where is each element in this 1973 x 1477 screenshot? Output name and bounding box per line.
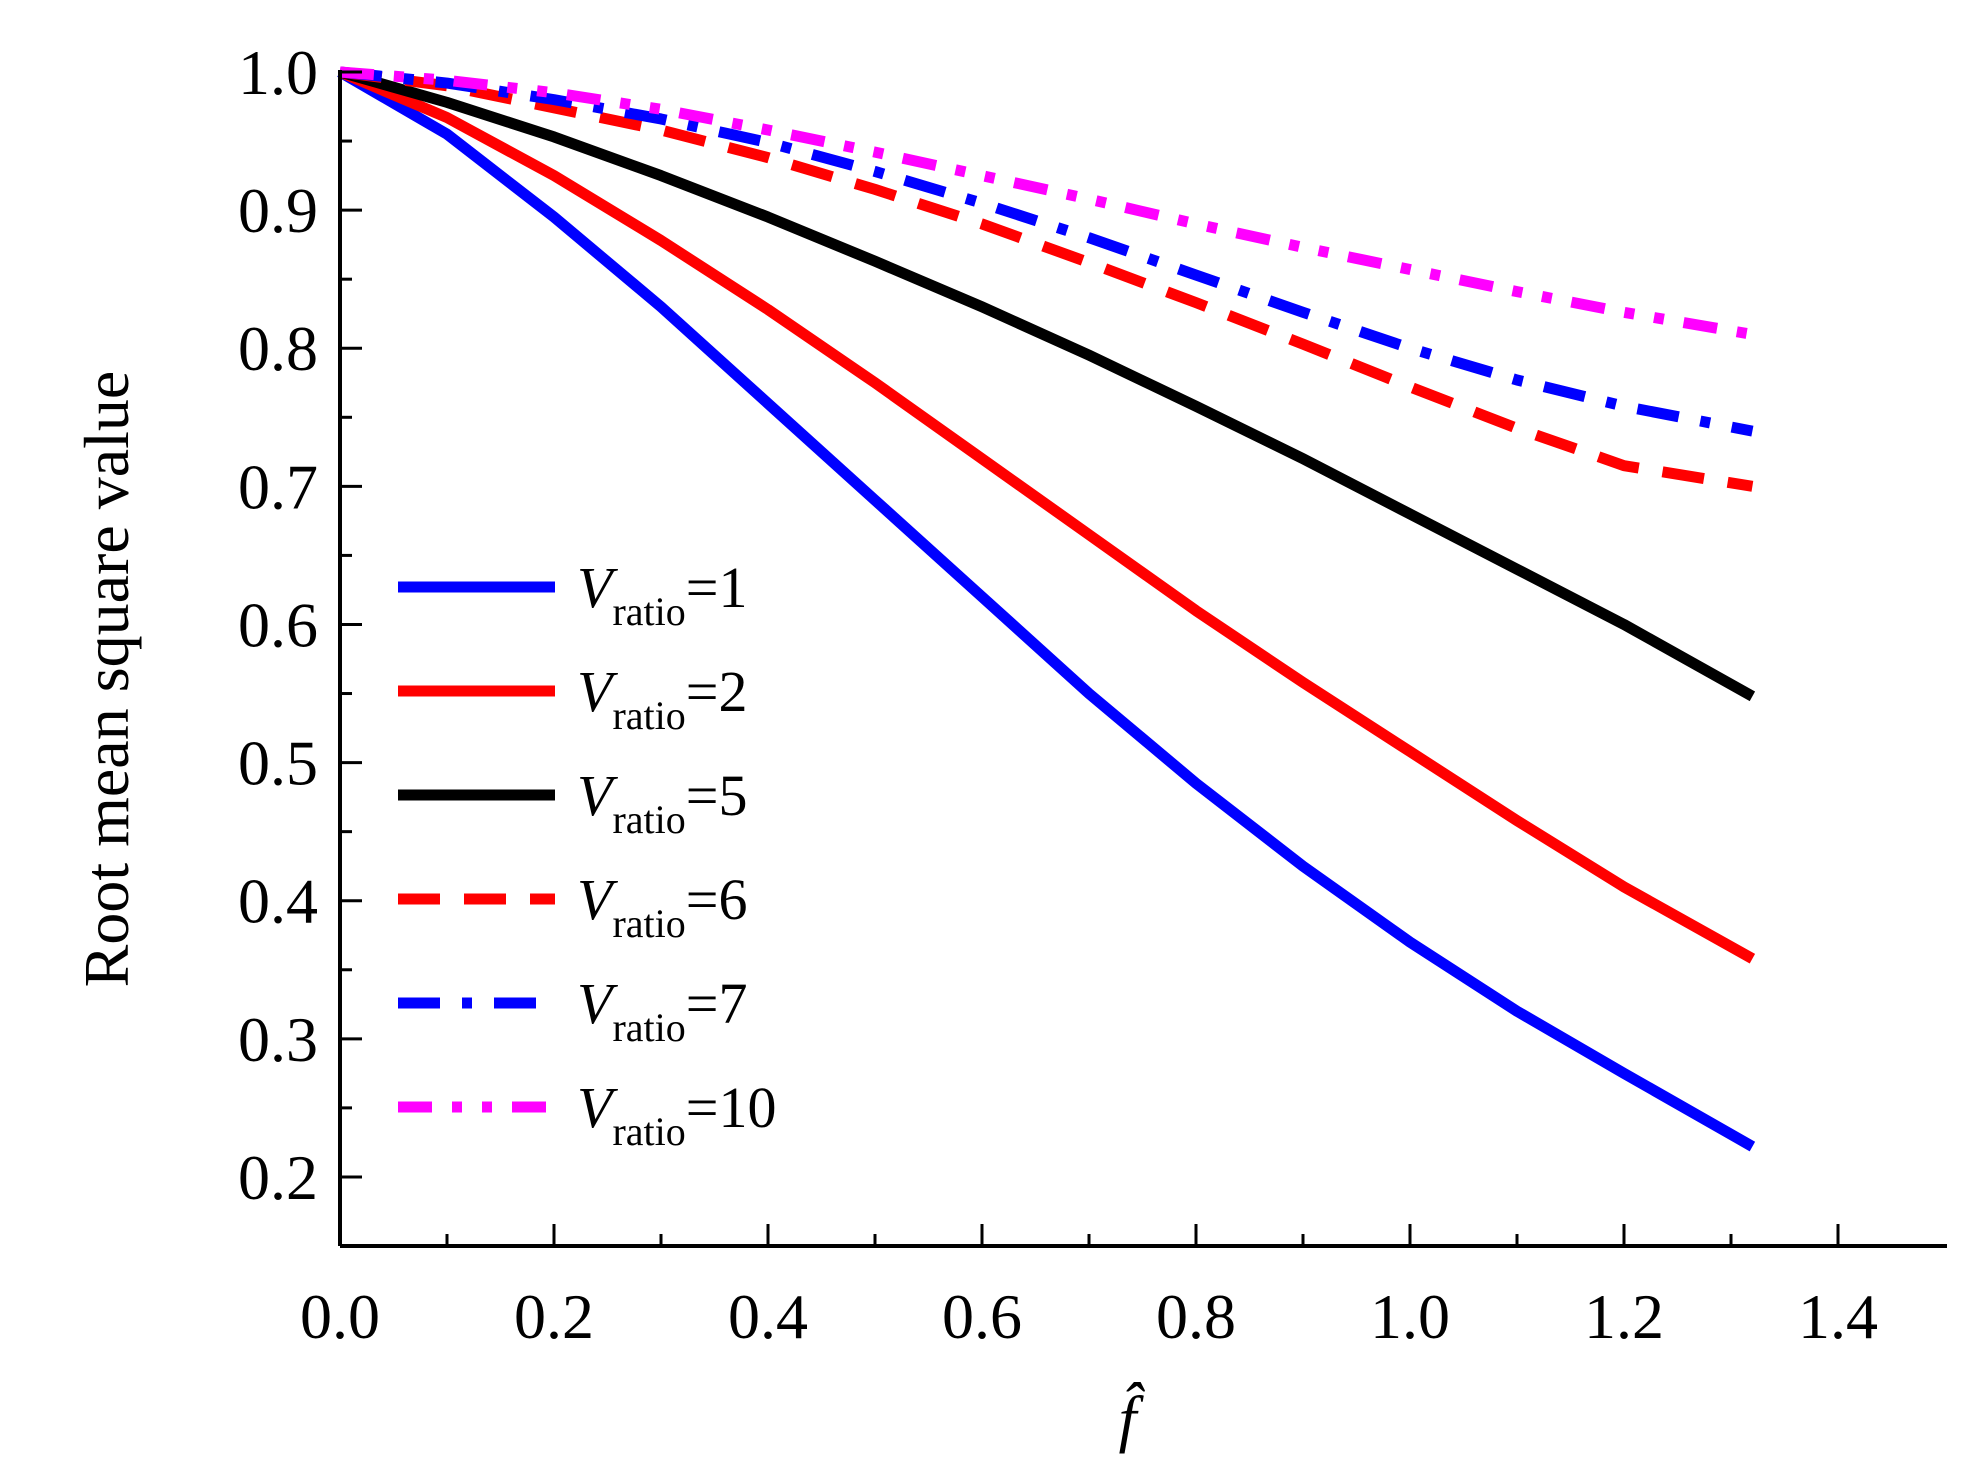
x-axis-title: f̂ [1119, 1382, 1145, 1454]
axes-layer [338, 70, 1947, 1248]
series-line-5 [339, 66, 1754, 437]
legend-label: Vratio=1 [577, 555, 747, 634]
y-axis-ticks: 0.2 0.3 0.4 0.5 0.6 0.7 0.8 0.9 1.0 [238, 37, 362, 1248]
x-tick-label: 1.2 [1584, 1281, 1664, 1352]
x-tick-label: 1.4 [1798, 1281, 1878, 1352]
x-tick-label: 0.4 [728, 1281, 808, 1352]
series-line-1 [337, 67, 1756, 1152]
legend-label: Vratio=2 [577, 659, 747, 738]
x-tick-label: 0.0 [300, 1281, 380, 1352]
legend-label: Vratio=5 [577, 763, 747, 842]
x-tick-label: 0.2 [514, 1281, 594, 1352]
y-tick-label: 0.5 [238, 728, 318, 799]
legend-item: Vratio=6 [398, 867, 747, 946]
series-line-3 [338, 66, 1756, 702]
legend-item: Vratio=10 [398, 1075, 776, 1154]
y-axis-title: Root mean square value [71, 371, 142, 988]
y-tick-label: 0.7 [238, 451, 318, 522]
y-tick-label: 0.6 [238, 589, 318, 660]
y-tick-label: 0.8 [238, 313, 318, 384]
series-line-4 [339, 66, 1754, 492]
legend-item: Vratio=5 [398, 763, 747, 842]
y-tick-label: 0.3 [238, 1004, 318, 1075]
legend-label: Vratio=7 [577, 971, 747, 1050]
legend-label: Vratio=6 [577, 867, 747, 946]
y-tick-label: 0.9 [238, 175, 318, 246]
legend-item: Vratio=7 [398, 971, 747, 1050]
legend: Vratio=1 Vratio=2 Vratio=5 Vratio=6 Vratio=7… [398, 555, 776, 1154]
x-tick-label: 0.6 [942, 1281, 1022, 1352]
series-layer [337, 66, 1756, 1152]
y-tick-label: 0.2 [238, 1142, 318, 1213]
series-line-6 [339, 66, 1754, 340]
legend-label: Vratio=10 [577, 1075, 776, 1154]
x-tick-label: 1.0 [1370, 1281, 1450, 1352]
x-axis-ticks: 0.0 0.2 0.4 0.6 0.8 1.0 1.2 1.4 [300, 1224, 1878, 1352]
y-tick-label: 1.0 [238, 37, 318, 108]
x-tick-label: 0.8 [1156, 1281, 1236, 1352]
legend-item: Vratio=2 [398, 659, 747, 738]
series-line-2 [337, 66, 1756, 964]
legend-item: Vratio=1 [398, 555, 747, 634]
y-tick-label: 0.4 [238, 866, 318, 937]
